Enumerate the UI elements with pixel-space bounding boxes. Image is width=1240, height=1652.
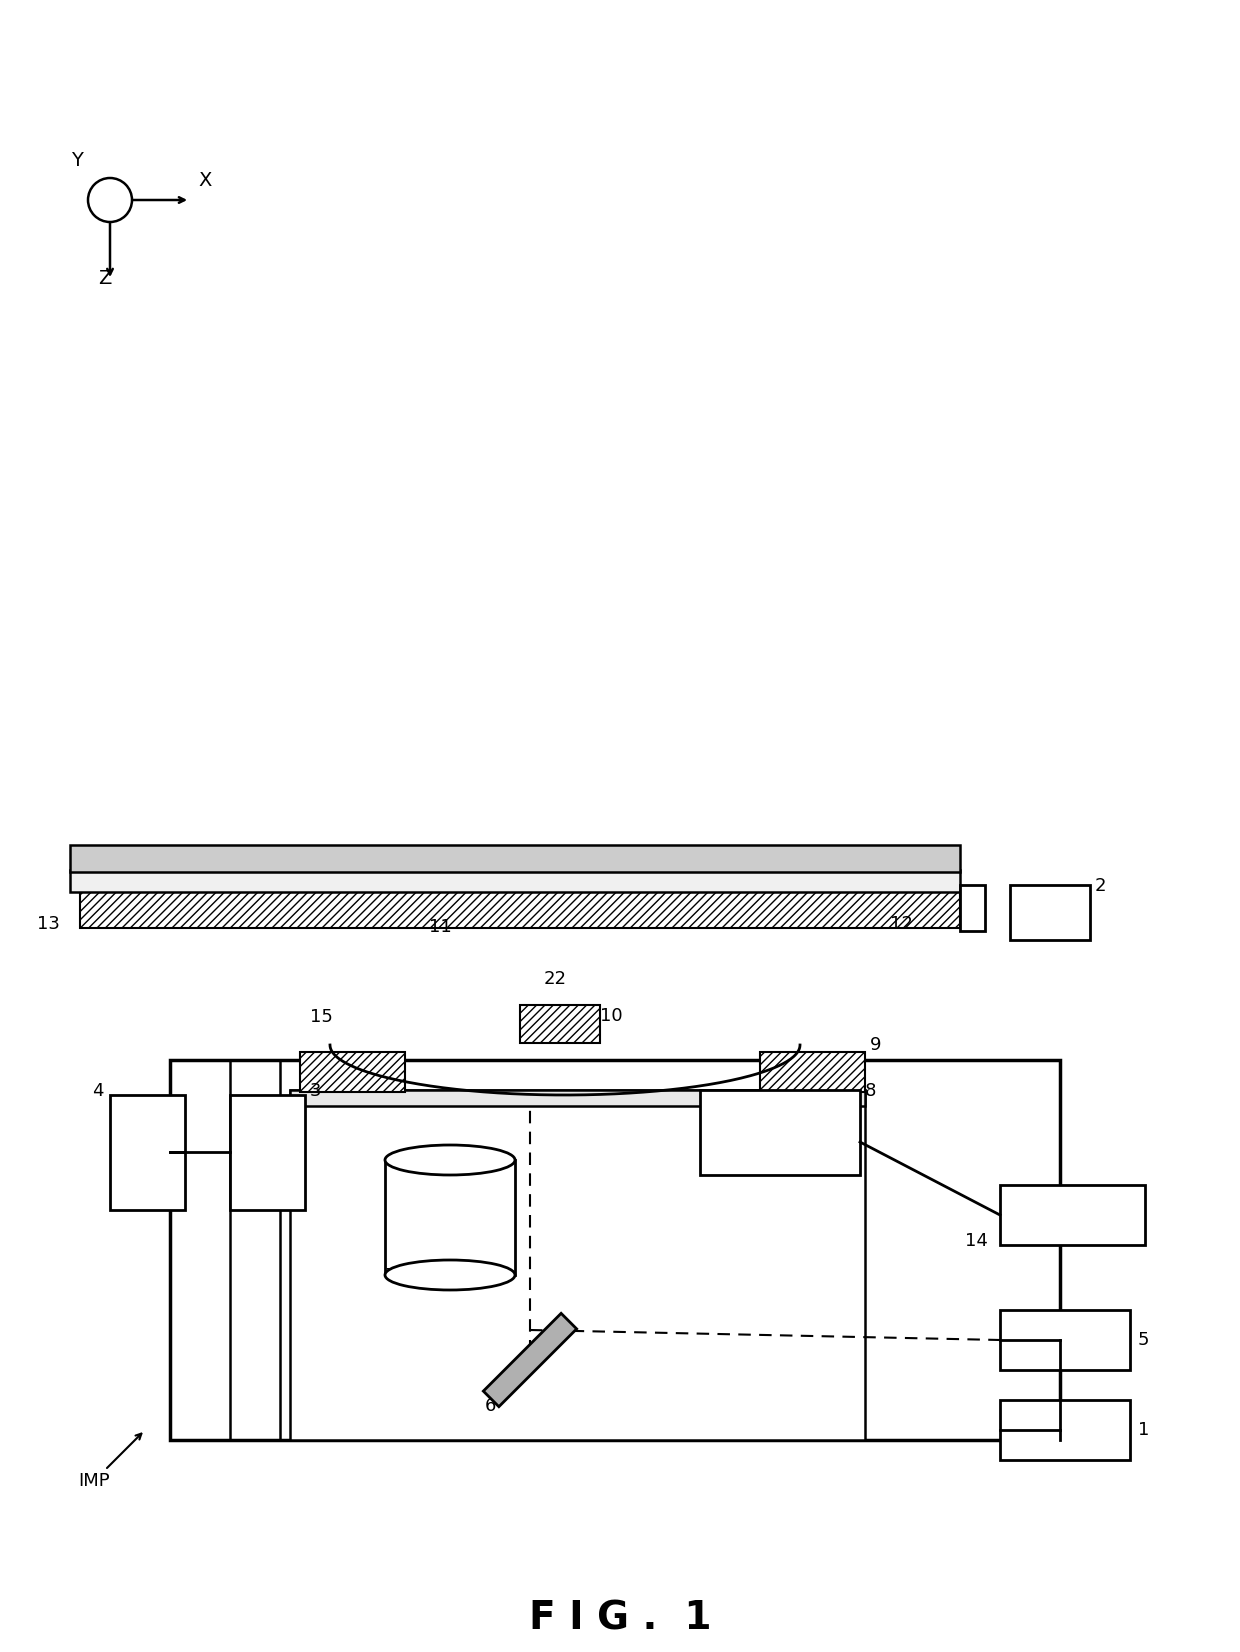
Bar (290, 1090, 866, 1105)
Text: 8: 8 (866, 1082, 877, 1100)
Bar (81, 890, 960, 928)
Text: 6: 6 (485, 1398, 496, 1416)
Bar (520, 1004, 600, 1042)
Ellipse shape (384, 1145, 515, 1175)
Bar (384, 1160, 515, 1275)
Text: Y: Y (71, 150, 83, 170)
Polygon shape (484, 1313, 577, 1406)
Text: 5: 5 (1138, 1332, 1149, 1350)
Text: 2: 2 (1095, 877, 1106, 895)
Bar (229, 1095, 305, 1209)
Text: 3: 3 (310, 1082, 321, 1100)
Bar (960, 885, 985, 932)
Text: 15: 15 (310, 1008, 332, 1026)
Text: IMP: IMP (78, 1472, 109, 1490)
Text: X: X (198, 172, 211, 190)
Ellipse shape (384, 1260, 515, 1290)
Text: 13: 13 (37, 915, 60, 933)
Text: 12: 12 (890, 915, 913, 933)
Text: 11: 11 (429, 919, 451, 937)
Bar (110, 1095, 185, 1209)
Text: 9: 9 (870, 1036, 882, 1054)
Bar (701, 1090, 861, 1175)
Text: Z: Z (98, 269, 112, 287)
Bar (69, 871, 960, 892)
Bar (999, 1310, 1130, 1370)
Bar (999, 1399, 1130, 1460)
Text: 1: 1 (1138, 1421, 1149, 1439)
Text: 10: 10 (600, 1008, 622, 1024)
Bar (170, 1061, 1060, 1441)
Text: 22: 22 (543, 970, 567, 988)
Bar (1011, 885, 1090, 940)
Bar (290, 1090, 866, 1441)
Text: 4: 4 (92, 1082, 103, 1100)
Bar (760, 1052, 866, 1092)
Text: 7: 7 (384, 1267, 397, 1285)
Bar (69, 846, 960, 872)
Text: 14: 14 (965, 1232, 988, 1251)
Ellipse shape (88, 178, 131, 221)
Bar (300, 1052, 405, 1092)
Bar (999, 1184, 1145, 1246)
Text: F I G .  1: F I G . 1 (528, 1601, 712, 1639)
